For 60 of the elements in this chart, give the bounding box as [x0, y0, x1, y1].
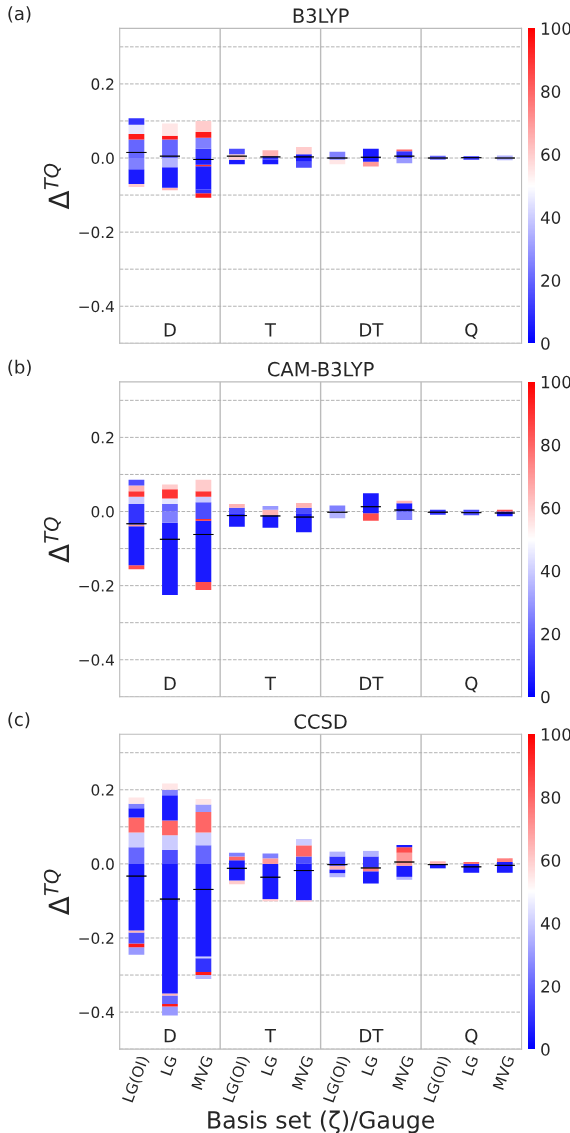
x-tick-label: MVG: [191, 1055, 214, 1090]
annotation: DT: [360, 323, 384, 337]
color-bar-label: 20: [541, 274, 561, 287]
y-tick-label: −0.2: [79, 580, 114, 592]
chart-title: CAM-B3LYP: [267, 361, 374, 377]
annotation: T: [264, 676, 276, 690]
x-tick-label: MVG: [392, 1055, 415, 1090]
text: (c): [8, 712, 30, 729]
color-bar-label: 20: [541, 627, 561, 641]
annotation: DT: [360, 676, 384, 690]
y-tick-label: 0.2: [91, 784, 114, 796]
chart-title: CCSD: [294, 714, 347, 729]
color-bar-label: 40: [540, 211, 561, 224]
x-tick-label: MVG: [291, 1055, 314, 1090]
text: (a): [8, 6, 31, 23]
y-tick-label: −0.4: [79, 1006, 114, 1019]
annotation: Q: [465, 322, 478, 339]
x-axis-title: Basis set (ζ)/Gauge: [208, 1110, 435, 1133]
y-tick-label: −0.4: [79, 654, 114, 666]
x-tick-label: LG: [361, 1055, 379, 1076]
color-bar-label: 20: [541, 980, 561, 993]
color-bar-label: 60: [541, 854, 561, 867]
y-tick-label: −0.2: [79, 932, 114, 945]
y-tick-label: 0.0: [91, 152, 114, 165]
annotation: D: [164, 323, 176, 337]
y-tick-label: 0.0: [91, 505, 114, 518]
y-axis-title: Δ$^{TQ}$: [43, 517, 69, 563]
color-bar-label: 80: [541, 85, 561, 98]
x-tick-label: LG: [160, 1055, 178, 1076]
annotation: DT: [360, 1029, 384, 1043]
annotation: D: [164, 1029, 176, 1043]
color-bar-label: 0: [541, 337, 550, 350]
y-axis-title: Δ$^{TQ}$: [43, 163, 69, 210]
annotation: Q: [465, 676, 478, 693]
color-bar-label: 40: [540, 564, 561, 578]
color-bar-label: 60: [541, 148, 561, 161]
annotation: Q: [465, 1028, 478, 1045]
text: (b): [8, 359, 31, 376]
annotation: T: [264, 1029, 276, 1043]
y-tick-label: −0.2: [79, 226, 114, 239]
color-bar-label: 100: [541, 22, 570, 35]
chart-title: B3LYP: [293, 8, 349, 24]
y-axis-title: Δ$^{TQ}$: [43, 869, 69, 916]
x-tick-label: LG: [461, 1055, 479, 1076]
annotation: T: [264, 323, 276, 337]
color-bar-label: 100: [541, 375, 570, 389]
color-bar-label: 60: [541, 501, 561, 515]
color-bar-label: 100: [541, 728, 570, 741]
color-bar-label: 0: [541, 1043, 550, 1056]
y-tick-label: 0.2: [91, 431, 114, 444]
color-bar-label: 80: [541, 438, 561, 452]
y-tick-label: 0.2: [91, 78, 114, 90]
color-bar-label: 80: [541, 791, 561, 804]
color-bar-label: 0: [541, 690, 550, 704]
x-tick-label: LG: [260, 1055, 278, 1076]
color-bar-label: 40: [540, 917, 561, 930]
annotation: D: [164, 676, 176, 690]
y-tick-label: 0.0: [91, 858, 114, 870]
x-tick-label: MVG: [492, 1055, 515, 1090]
y-tick-label: −0.4: [79, 300, 114, 313]
